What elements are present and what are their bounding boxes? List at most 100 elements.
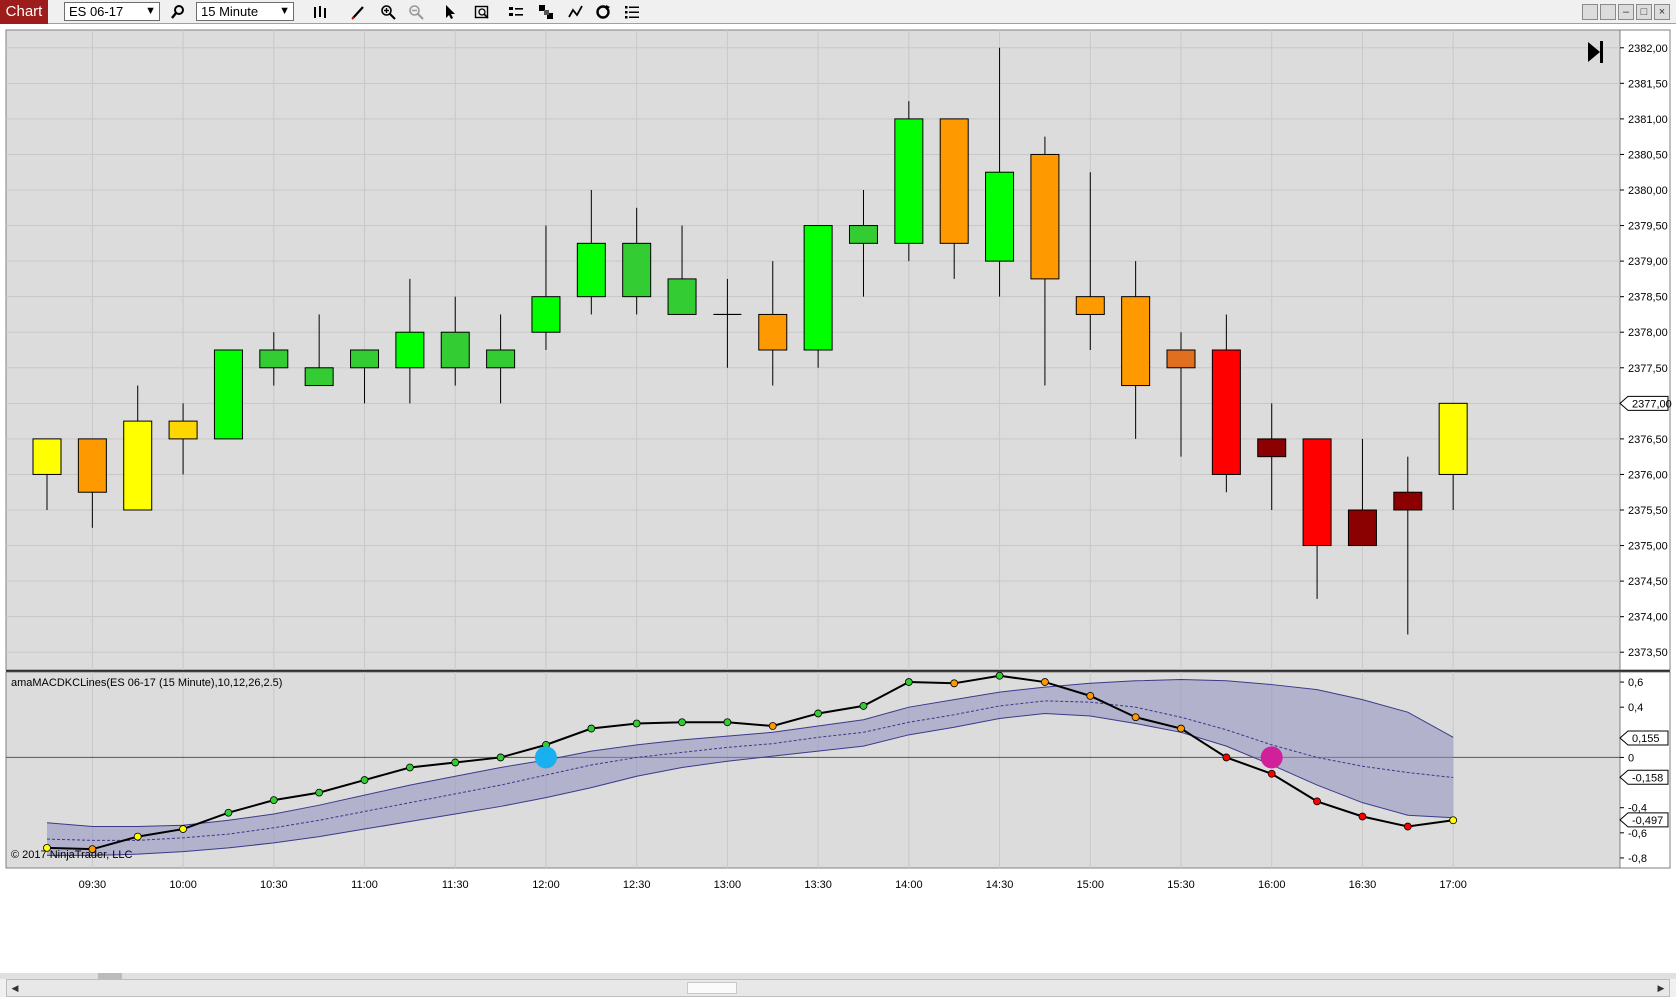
data-box-icon[interactable] — [472, 2, 492, 22]
price-axis-label: 2374,00 — [1628, 612, 1668, 624]
macd-point — [950, 679, 959, 688]
candle-body — [123, 420, 153, 511]
zoom-out-icon[interactable] — [406, 2, 426, 22]
tile-icon[interactable] — [1582, 4, 1598, 20]
interval-value: 15 Minute — [201, 4, 259, 19]
indicator-axis-label: 0,6 — [1628, 677, 1643, 689]
close-button[interactable]: × — [1654, 4, 1670, 20]
last-price-marker — [1619, 395, 1669, 411]
time-axis-label: 13:00 — [714, 879, 742, 891]
price-axis-label: 2378,00 — [1628, 327, 1668, 339]
instrument-value: ES 06-17 — [69, 4, 124, 19]
candle — [304, 314, 334, 387]
price-axis-label: 2378,50 — [1628, 292, 1668, 304]
macd-point — [1086, 691, 1095, 700]
candle-body — [1166, 349, 1196, 369]
macd-point — [1177, 724, 1185, 733]
macd-point — [587, 724, 596, 733]
candle — [123, 385, 153, 511]
candle-body — [894, 118, 924, 244]
bottom-thumb[interactable] — [98, 973, 122, 979]
price-axis-label: 2379,00 — [1628, 256, 1668, 268]
chart-canvas[interactable]: 2382,00 2381,50 2381,00 2380,50 2380,00 2379,… — [0, 24, 1676, 979]
candle-body — [1302, 438, 1332, 547]
instrument-selector[interactable]: ES 06-17 ▼ — [64, 2, 160, 21]
indicator-panel: 0,6 0,4 0 -0,4 -0,6 -0,8 0,155 -0,158 -0,497 — [5, 671, 1671, 869]
maximize-button[interactable]: □ — [1636, 4, 1652, 20]
candle-body — [1030, 153, 1060, 280]
zoom-in-icon[interactable] — [378, 2, 398, 22]
price-axis-label: 2379,50 — [1628, 221, 1668, 233]
time-axis-label: 16:00 — [1258, 879, 1286, 891]
candle-body — [259, 349, 289, 369]
candle-body — [803, 225, 833, 351]
bottom-strip — [0, 973, 1676, 979]
pointer-icon[interactable] — [440, 2, 460, 22]
chart-tab[interactable]: Chart — [0, 0, 48, 24]
candle — [1257, 403, 1287, 510]
minimize-button[interactable]: – — [1618, 4, 1634, 20]
candle — [939, 118, 969, 279]
indicator-axis-label: -0,8 — [1628, 853, 1647, 865]
indicator-axis-label: 0 — [1628, 752, 1634, 764]
time-axis-label: 13:30 — [804, 879, 832, 891]
candle — [1166, 332, 1196, 457]
candle-body — [576, 242, 606, 298]
indicator-value-marker — [1619, 769, 1669, 785]
chevron-down-icon: ▼ — [145, 5, 156, 17]
pencil-icon[interactable] — [348, 2, 368, 22]
candle — [168, 403, 198, 475]
price-axis-label: 2381,50 — [1628, 78, 1668, 90]
candle-body — [1211, 349, 1241, 475]
candle-body — [622, 242, 652, 298]
macd-point — [1267, 769, 1276, 778]
candle — [1347, 438, 1377, 547]
candle — [1393, 456, 1423, 635]
candle-body — [440, 331, 470, 369]
time-axis: 09:30 10:00 10:30 11:00 11:30 12:00 12:30 13:00… — [79, 879, 1467, 891]
indicator-value-marker — [1619, 812, 1669, 828]
search-icon[interactable] — [168, 2, 188, 22]
refresh-icon[interactable] — [593, 2, 613, 22]
interval-selector[interactable]: 15 Minute ▼ — [196, 2, 294, 21]
candle — [32, 438, 62, 510]
strategies-icon[interactable] — [536, 2, 556, 22]
scroll-thumb[interactable] — [687, 982, 737, 994]
macd-point — [859, 702, 868, 710]
candle-body — [848, 225, 878, 244]
candle-body — [1438, 402, 1468, 475]
scroll-left-icon[interactable]: ◀ — [11, 983, 19, 993]
indicators-icon[interactable] — [566, 2, 586, 22]
macd-point — [1403, 822, 1412, 831]
candle — [440, 296, 470, 386]
list-icon[interactable] — [622, 2, 642, 22]
chart-toolbar: Chart ES 06-17 ▼ 15 Minute ▼ – — [0, 0, 1676, 24]
candle-body — [1257, 438, 1287, 458]
properties-icon[interactable] — [506, 2, 526, 22]
macd-point — [315, 788, 324, 797]
skip-end-icon[interactable] — [1588, 41, 1603, 63]
scroll-right-icon[interactable]: ▶ — [1657, 983, 1665, 993]
indicator-value-marker — [1619, 730, 1669, 746]
candle-body — [213, 349, 243, 440]
candle — [77, 438, 107, 528]
candle — [985, 47, 1015, 297]
price-axis-label: 2375,00 — [1628, 541, 1668, 553]
macd-point — [1041, 678, 1049, 686]
time-axis-label: 14:30 — [986, 879, 1014, 891]
macd-point — [224, 808, 233, 817]
band-mid-line — [46, 700, 1454, 841]
candle-body — [985, 171, 1015, 262]
restore-layout-icon[interactable] — [1600, 4, 1616, 20]
macd-point — [179, 825, 187, 833]
candle-body — [1075, 296, 1105, 315]
candle — [848, 190, 878, 297]
macd-point — [1313, 797, 1321, 806]
horizontal-scrollbar[interactable]: ◀ ▶ — [6, 979, 1670, 997]
price-axis-label: 2380,50 — [1628, 149, 1668, 161]
price-axis-label: 2373,50 — [1628, 647, 1668, 659]
macd-point — [269, 796, 278, 805]
bar-type-icon[interactable] — [310, 2, 330, 22]
candle — [576, 190, 606, 315]
price-axis-label: 2374,50 — [1628, 576, 1668, 588]
